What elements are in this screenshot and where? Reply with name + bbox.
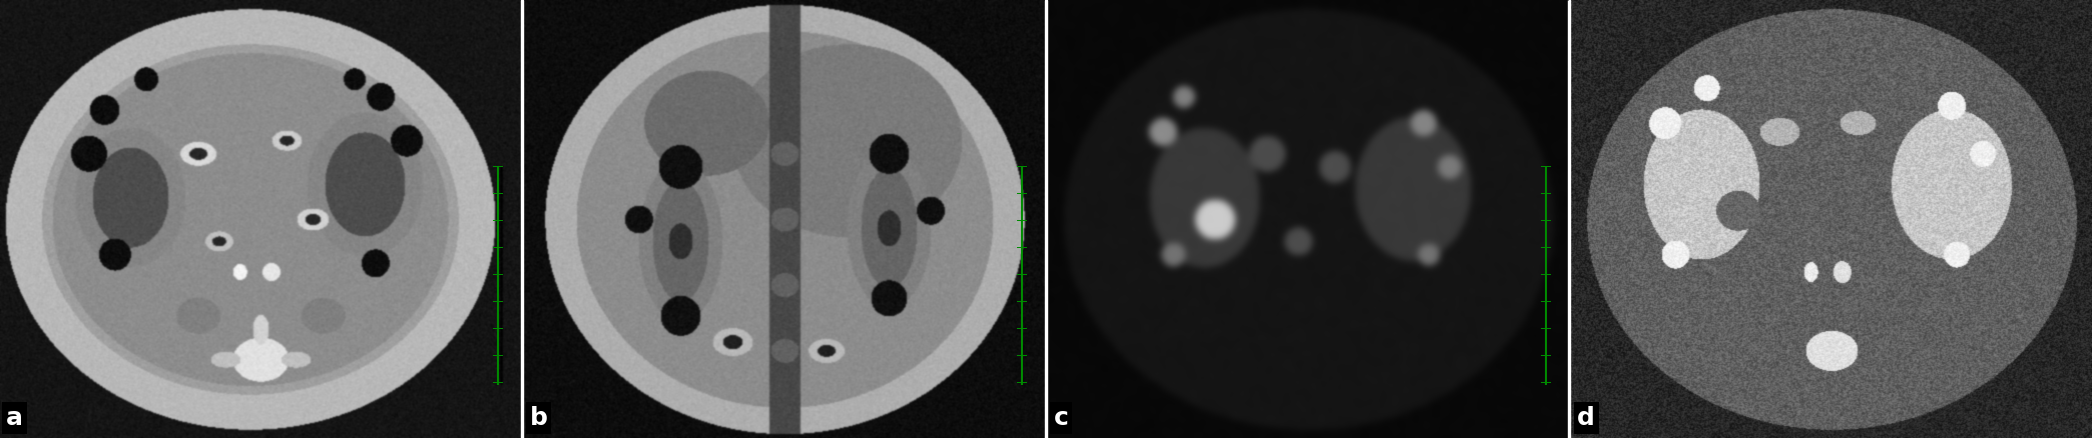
Text: b: b	[529, 406, 548, 430]
Text: c: c	[1054, 406, 1069, 430]
Text: a: a	[6, 406, 23, 430]
Text: d: d	[1577, 406, 1594, 430]
